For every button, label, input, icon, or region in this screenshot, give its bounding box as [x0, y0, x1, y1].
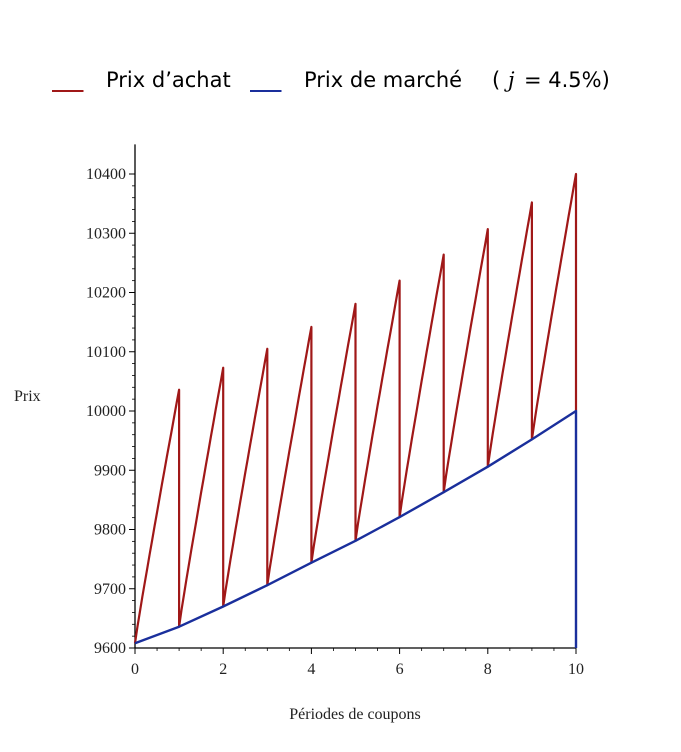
- legend-rate-rest: = 4.5%): [524, 68, 610, 92]
- x-tick-label: 4: [307, 661, 315, 678]
- series-market-price-line: [134, 409, 578, 648]
- y-tick-label: 10400: [86, 166, 126, 183]
- y-axis-title: Prix: [14, 388, 41, 405]
- legend-market-dash: ___: [250, 68, 282, 92]
- legend-rate-symbol: j: [504, 68, 515, 92]
- series-purchase-price-line: [133, 172, 578, 644]
- x-tick-label: 2: [219, 661, 227, 678]
- y-tick-label: 10200: [86, 285, 126, 302]
- x-tick-label: 8: [484, 661, 492, 678]
- y-tick-label: 9700: [94, 581, 126, 598]
- legend-rate-open: (: [492, 68, 500, 92]
- legend-purchase-dash: ___: [52, 68, 84, 92]
- y-tick-label: 10300: [86, 225, 126, 242]
- x-axis-title: Périodes de coupons: [289, 706, 421, 723]
- y-tick-label: 10000: [86, 403, 126, 420]
- x-tick-label: 6: [396, 661, 404, 678]
- x-tick-label: 10: [568, 661, 584, 678]
- y-ticks: 9600 9700 9800 9900 10000 10100 10200 10300 1040…: [86, 166, 135, 657]
- legend-purchase-label: Prix d’achat: [106, 68, 231, 92]
- series-layer: [133, 172, 578, 648]
- x-ticks: 0 2 4 6 8 10: [131, 648, 584, 678]
- legend-market-label: Prix de marché: [304, 68, 462, 92]
- y-tick-label: 9800: [94, 522, 126, 539]
- legend: ___ Prix d’achat ___ Prix de marché ( j …: [52, 68, 610, 92]
- y-tick-label: 9600: [94, 640, 126, 657]
- y-tick-label: 9900: [94, 462, 126, 479]
- y-tick-label: 10100: [86, 344, 126, 361]
- x-tick-label: 0: [131, 661, 139, 678]
